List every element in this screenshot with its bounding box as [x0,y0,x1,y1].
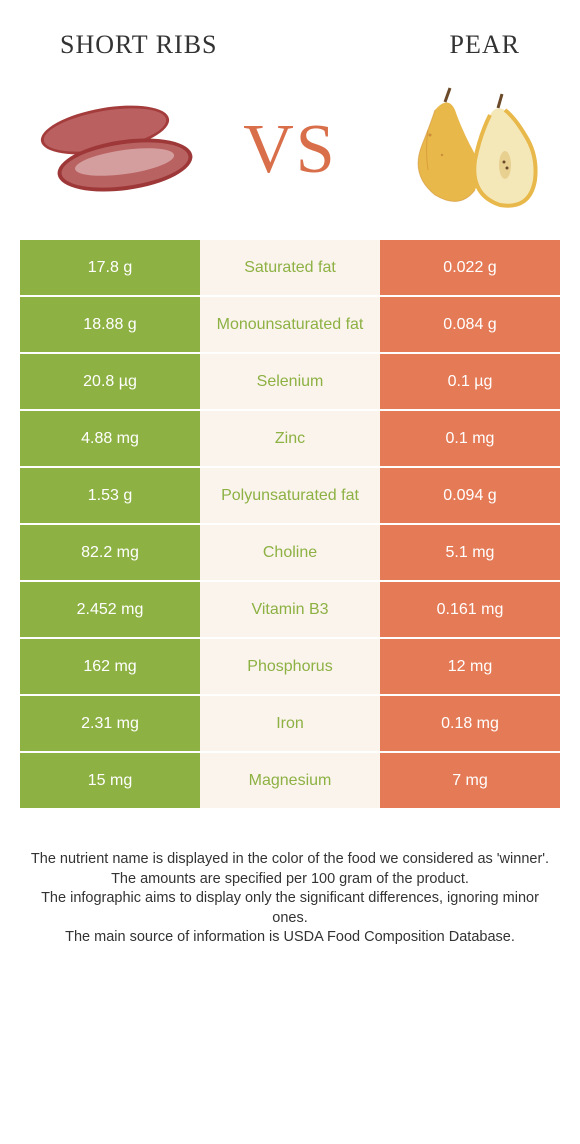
left-value: 162 mg [20,639,200,694]
table-row: 15 mgMagnesium7 mg [20,753,560,808]
left-value: 20.8 µg [20,354,200,409]
footer-line: The amounts are specified per 100 gram o… [30,870,550,890]
right-value: 0.1 µg [380,354,560,409]
right-value: 12 mg [380,639,560,694]
right-value: 5.1 mg [380,525,560,580]
pear-image [380,80,550,220]
nutrient-label: Zinc [200,411,380,466]
title-row: SHORT RIBS PEAR [0,0,580,70]
table-row: 82.2 mgCholine5.1 mg [20,525,560,580]
nutrient-label: Choline [200,525,380,580]
right-value: 0.1 mg [380,411,560,466]
left-title: SHORT RIBS [60,30,218,60]
nutrient-label: Magnesium [200,753,380,808]
vs-label: VS [243,110,336,190]
table-row: 2.31 mgIron0.18 mg [20,696,560,751]
footer-notes: The nutrient name is displayed in the co… [0,810,580,948]
table-row: 2.452 mgVitamin B30.161 mg [20,582,560,637]
left-value: 15 mg [20,753,200,808]
right-value: 0.084 g [380,297,560,352]
table-row: 20.8 µgSelenium0.1 µg [20,354,560,409]
hero-row: VS [0,70,580,240]
left-value: 2.31 mg [20,696,200,751]
table-row: 1.53 gPolyunsaturated fat0.094 g [20,468,560,523]
footer-line: The nutrient name is displayed in the co… [30,850,550,870]
comparison-table: 17.8 gSaturated fat0.022 g18.88 gMonouns… [0,240,580,808]
nutrient-label: Monounsaturated fat [200,297,380,352]
left-value: 82.2 mg [20,525,200,580]
nutrient-label: Polyunsaturated fat [200,468,380,523]
nutrient-label: Phosphorus [200,639,380,694]
right-value: 0.094 g [380,468,560,523]
right-value: 7 mg [380,753,560,808]
right-value: 0.18 mg [380,696,560,751]
left-value: 1.53 g [20,468,200,523]
nutrient-label: Iron [200,696,380,751]
right-value: 0.022 g [380,240,560,295]
left-value: 4.88 mg [20,411,200,466]
right-title: PEAR [450,30,520,60]
table-row: 17.8 gSaturated fat0.022 g [20,240,560,295]
table-row: 4.88 mgZinc0.1 mg [20,411,560,466]
table-row: 18.88 gMonounsaturated fat0.084 g [20,297,560,352]
nutrient-label: Selenium [200,354,380,409]
nutrient-label: Vitamin B3 [200,582,380,637]
right-value: 0.161 mg [380,582,560,637]
table-row: 162 mgPhosphorus12 mg [20,639,560,694]
left-value: 18.88 g [20,297,200,352]
short-ribs-image [30,80,200,220]
footer-line: The infographic aims to display only the… [30,889,550,928]
nutrient-label: Saturated fat [200,240,380,295]
left-value: 17.8 g [20,240,200,295]
left-value: 2.452 mg [20,582,200,637]
footer-line: The main source of information is USDA F… [30,928,550,948]
